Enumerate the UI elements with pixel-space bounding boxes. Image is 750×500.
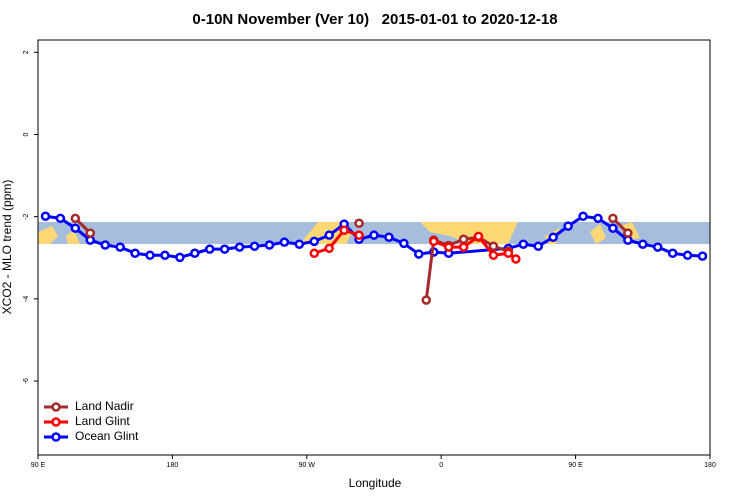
data-point <box>160 250 170 261</box>
data-point <box>697 251 708 261</box>
legend-marker <box>51 432 61 442</box>
x-tick-label: 90 E <box>568 462 583 469</box>
data-point <box>204 244 215 254</box>
data-point <box>70 213 81 224</box>
data-point <box>309 236 320 247</box>
data-point <box>443 242 454 252</box>
data-point <box>115 242 125 252</box>
data-point <box>652 242 663 252</box>
data-point <box>324 243 334 254</box>
data-point <box>593 213 603 224</box>
data-point <box>70 223 81 233</box>
x-tick-label: 180 <box>704 462 716 469</box>
legend-marker <box>51 417 61 427</box>
data-point <box>175 252 185 263</box>
data-point <box>85 228 96 238</box>
data-point <box>55 213 66 224</box>
data-point <box>421 295 432 305</box>
data-point <box>130 248 140 259</box>
data-point <box>354 218 364 229</box>
data-point <box>533 241 544 252</box>
x-tick-label: 180 <box>167 462 179 469</box>
data-point <box>399 238 409 249</box>
data-point <box>339 225 349 235</box>
y-tick-label: -6 <box>23 378 30 384</box>
data-point <box>234 242 245 252</box>
plot-frame <box>37 39 711 456</box>
data-point <box>219 244 230 254</box>
data-point <box>682 250 693 261</box>
data-point <box>548 232 558 242</box>
data-point <box>638 239 648 249</box>
x-axis-label: Longitude <box>349 476 402 490</box>
legend-marker <box>51 402 61 412</box>
data-point <box>578 211 588 222</box>
data-point <box>563 221 573 231</box>
data-point <box>503 248 514 259</box>
data-point <box>40 211 51 222</box>
data-point <box>623 228 633 238</box>
data-point <box>264 240 275 250</box>
data-point <box>145 250 155 261</box>
data-point <box>473 231 484 242</box>
data-point <box>354 230 364 240</box>
y-tick-label: -4 <box>23 296 30 302</box>
data-point <box>428 236 439 247</box>
data-point <box>511 254 521 264</box>
data-point <box>667 248 678 259</box>
y-tick-label: -2 <box>23 213 30 219</box>
legend-label: Land Nadir <box>75 399 134 413</box>
data-point <box>458 242 469 252</box>
x-tick-label: 90 E <box>31 462 46 469</box>
data-point <box>249 241 260 252</box>
data-point <box>488 250 499 261</box>
data-point <box>608 213 618 224</box>
chart-title: 0-10N November (Ver 10) 2015-01-01 to 20… <box>192 11 557 28</box>
data-point <box>608 223 618 233</box>
y-axis-label: XCO2 - MLO trend (ppm) <box>0 180 14 315</box>
data-point <box>100 240 110 250</box>
data-point <box>190 248 200 259</box>
data-point <box>488 241 499 252</box>
data-point <box>324 230 334 240</box>
data-point <box>369 230 379 240</box>
data-point <box>518 239 529 249</box>
data-point <box>309 248 320 259</box>
data-point <box>414 249 424 259</box>
x-tick-label: 90 W <box>299 462 316 469</box>
data-point <box>384 232 394 242</box>
data-point <box>458 234 469 245</box>
data-point <box>294 239 305 249</box>
y-tick-label: 2 <box>23 50 30 54</box>
data-point <box>279 237 290 247</box>
legend-label: Ocean Glint <box>75 429 139 443</box>
legend-label: Land Glint <box>75 414 130 428</box>
y-tick-label: 0 <box>23 132 30 136</box>
x-tick-label: 0 <box>439 462 443 469</box>
land <box>38 222 640 244</box>
